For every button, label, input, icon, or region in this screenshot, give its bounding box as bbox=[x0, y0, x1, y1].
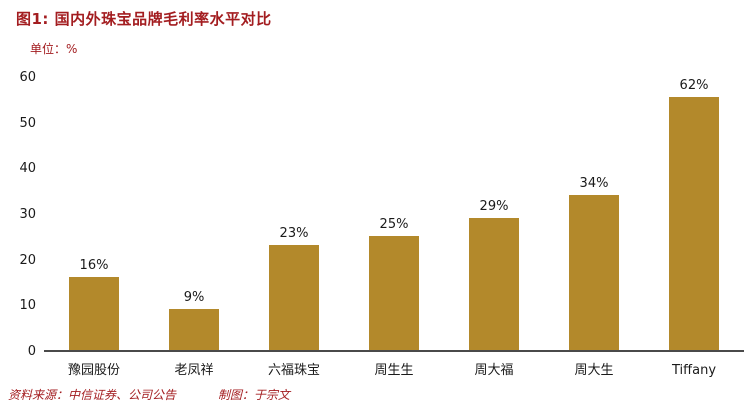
bar-group: 9% 老凤祥 bbox=[146, 78, 242, 378]
bar-value-label: 62% bbox=[679, 78, 709, 93]
bar bbox=[269, 244, 319, 350]
bar bbox=[369, 235, 419, 350]
y-tick-label: 50 bbox=[19, 115, 36, 131]
y-axis: 0 10 20 30 40 50 60 bbox=[0, 70, 36, 359]
bar-group: 16% 豫园股份 bbox=[46, 78, 142, 378]
bar-group: 29% 周大福 bbox=[446, 78, 542, 378]
y-tick-label: 60 bbox=[19, 70, 36, 85]
x-axis-label: 老凤祥 bbox=[174, 363, 214, 378]
x-axis-label: Tiffany bbox=[672, 363, 717, 378]
bar-value-label: 25% bbox=[379, 216, 409, 232]
chart-title: 图1: 国内外珠宝品牌毛利率水平对比 bbox=[16, 10, 272, 28]
y-tick-label: 0 bbox=[27, 344, 36, 359]
bar-group: 23% 六福珠宝 bbox=[246, 78, 342, 378]
bar-group: 25% 周生生 bbox=[346, 78, 442, 378]
x-axis-label: 周大生 bbox=[574, 363, 614, 378]
bar-group: 62% Tiffany bbox=[646, 78, 742, 378]
source-note: 资料来源：中信证券、公司公告 bbox=[8, 388, 177, 402]
footer: 资料来源：中信证券、公司公告 制图：于宗文 bbox=[8, 386, 290, 403]
bar-group: 34% 周大生 bbox=[546, 78, 642, 378]
bar-value-label: 23% bbox=[279, 225, 309, 241]
bar-value-label: 16% bbox=[79, 257, 109, 273]
y-tick-label: 20 bbox=[19, 252, 36, 268]
credit-note: 制图：于宗文 bbox=[217, 388, 290, 402]
x-axis-label: 周生生 bbox=[374, 363, 414, 378]
bar bbox=[669, 97, 719, 350]
unit-label: 单位：% bbox=[30, 42, 78, 56]
plot-area: 16% 豫园股份 9% 老凤祥 23% 六福珠宝 25% 周生生 29% 周大福 34% 周大生 62%… bbox=[44, 78, 744, 378]
bar-value-label: 9% bbox=[183, 289, 205, 305]
bar bbox=[569, 194, 619, 350]
bar-value-label: 34% bbox=[579, 175, 609, 191]
bar bbox=[69, 276, 119, 350]
bar-value-label: 29% bbox=[479, 198, 509, 214]
y-tick-label: 30 bbox=[19, 207, 36, 222]
x-axis-label: 周大福 bbox=[474, 363, 514, 378]
bar bbox=[169, 308, 219, 350]
x-axis-label: 豫园股份 bbox=[68, 363, 121, 378]
bar bbox=[469, 217, 519, 350]
x-axis-label: 六福珠宝 bbox=[268, 363, 321, 378]
y-tick-label: 10 bbox=[19, 298, 36, 314]
y-tick-label: 40 bbox=[19, 161, 36, 177]
